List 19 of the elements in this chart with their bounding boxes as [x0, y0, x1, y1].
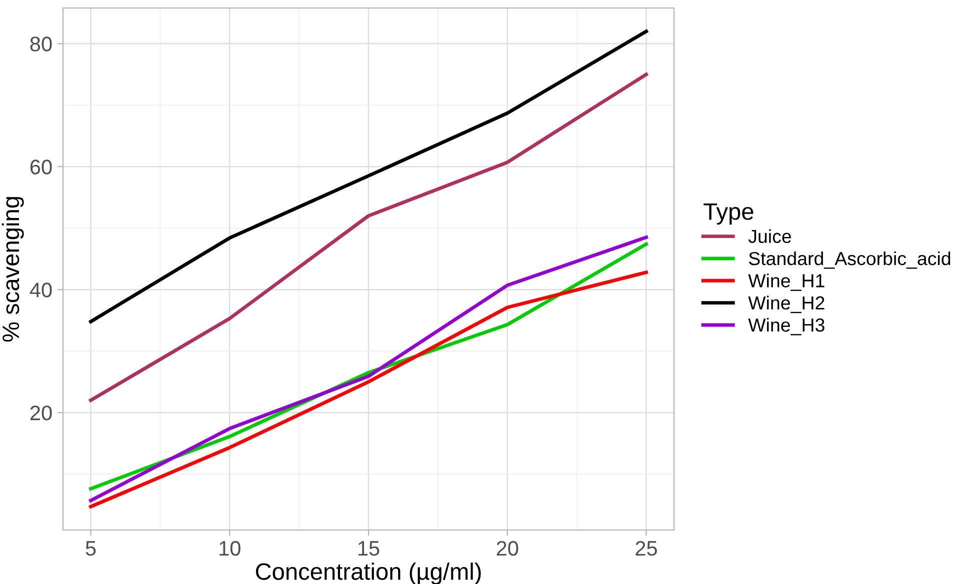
y-tick-label: 80: [30, 36, 52, 52]
legend-title: Type: [704, 203, 754, 225]
y-tick-label: 40: [30, 282, 52, 298]
line-series: [89, 270, 648, 508]
x-tick-label: 20: [496, 540, 518, 556]
x-tick-label: 25: [636, 540, 657, 556]
y-tick-label: 20: [30, 406, 52, 420]
legend-label: Standard_Ascorbic_acid: [748, 251, 950, 269]
x-tick-label: 10: [220, 540, 240, 556]
x-tick-label: 5: [86, 541, 96, 556]
legend-label: Wine_H1: [748, 274, 824, 291]
legend-label: Wine_H3: [748, 318, 824, 336]
legend-label: Juice: [748, 229, 792, 244]
legend-label: Wine_H2: [748, 296, 824, 314]
x-tick-label: 15: [358, 541, 380, 556]
line-series: [89, 72, 648, 402]
line-series: [89, 30, 648, 324]
y-axis-title: % scavenging: [2, 197, 24, 342]
y-tick-label: 60: [30, 160, 52, 174]
